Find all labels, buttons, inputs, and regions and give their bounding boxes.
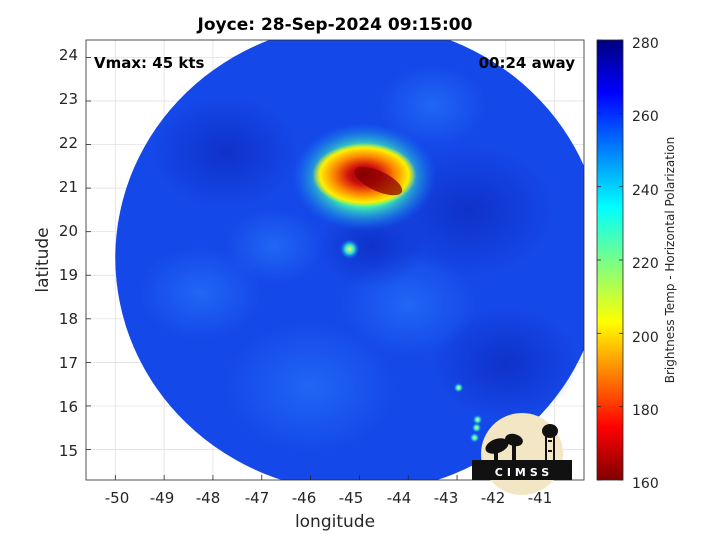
- x-tick-label: -43: [434, 489, 459, 507]
- colorbar-tick-label: 240: [632, 183, 659, 199]
- y-tick-label: 18: [59, 310, 78, 328]
- time-offset-label: 00:24 away: [479, 54, 576, 72]
- water-tower-icon: [542, 424, 558, 462]
- tick-marks: [86, 57, 556, 480]
- x-tick-label: -47: [245, 489, 270, 507]
- y-tick-label: 17: [59, 354, 78, 372]
- microwave-swath-image: [115, 40, 584, 480]
- texture-blob: [432, 307, 580, 420]
- texture-blob: [151, 96, 299, 209]
- colorbar-tick-marks: [597, 39, 623, 481]
- y-tick-label: 16: [59, 398, 78, 416]
- scattered-cell: [471, 422, 482, 433]
- x-tick-label: -41: [528, 489, 553, 507]
- cold-spot: [339, 239, 360, 260]
- swath-texture: [139, 64, 580, 453]
- logo-text: CIMSS: [495, 466, 553, 479]
- texture-blob: [139, 246, 262, 340]
- x-tick-label: -45: [339, 489, 364, 507]
- x-tick-label: -48: [196, 489, 221, 507]
- y-axis-label: latitude: [33, 227, 53, 292]
- x-tick-label: -44: [387, 489, 412, 507]
- texture-blob: [378, 64, 487, 147]
- y-tick-labels: 24 23 22 21 20 19 18 17 16 15: [59, 46, 78, 460]
- cimss-logo: CIMSS: [472, 413, 572, 495]
- y-tick-label: 23: [59, 90, 78, 108]
- x-axis-label: longitude: [295, 512, 375, 532]
- plot-title: Joyce: 28-Sep-2024 09:15:00: [197, 15, 473, 35]
- y-tick-label: 15: [59, 442, 78, 460]
- convection-features: [292, 123, 483, 443]
- logo-ground: [472, 460, 572, 480]
- scattered-cell: [472, 414, 483, 425]
- colorbar-tick-label: 280: [632, 36, 659, 52]
- x-tick-label: -50: [105, 489, 130, 507]
- colorbar-tick-label: 160: [632, 476, 659, 492]
- y-tick-label: 21: [59, 178, 78, 196]
- x-tick-label: -49: [150, 489, 175, 507]
- y-tick-label: 24: [59, 46, 78, 64]
- y-tick-label: 19: [59, 266, 78, 284]
- colorbar-tick-label: 220: [632, 256, 659, 272]
- y-tick-label: 22: [59, 134, 78, 152]
- plot-frame: [85, 39, 585, 481]
- x-tick-label: -46: [292, 489, 317, 507]
- vmax-label: Vmax: 45 kts: [94, 54, 204, 72]
- colorbar-tick-label: 180: [632, 403, 659, 419]
- colorbar: 280 260 240 220 200 180 160 Brightness T…: [596, 36, 677, 492]
- texture-blob: [225, 208, 323, 284]
- colorbar-label: Brightness Temp - Horizontal Polarizatio…: [663, 137, 677, 384]
- x-tick-labels: -50 -49 -48 -47 -46 -45 -44 -43 -42 -41: [105, 489, 553, 507]
- scattered-cell: [469, 432, 480, 443]
- y-tick-label: 20: [59, 222, 78, 240]
- x-tick-label: -42: [481, 489, 506, 507]
- scattered-cell: [453, 382, 464, 393]
- convection-coldest: [354, 166, 403, 196]
- colorbar-tick-label: 260: [632, 109, 659, 125]
- texture-blob: [225, 321, 397, 453]
- satellite-dish-icon: [485, 433, 523, 462]
- colorbar-gradient: [596, 39, 624, 481]
- colorbar-tick-label: 200: [632, 330, 659, 346]
